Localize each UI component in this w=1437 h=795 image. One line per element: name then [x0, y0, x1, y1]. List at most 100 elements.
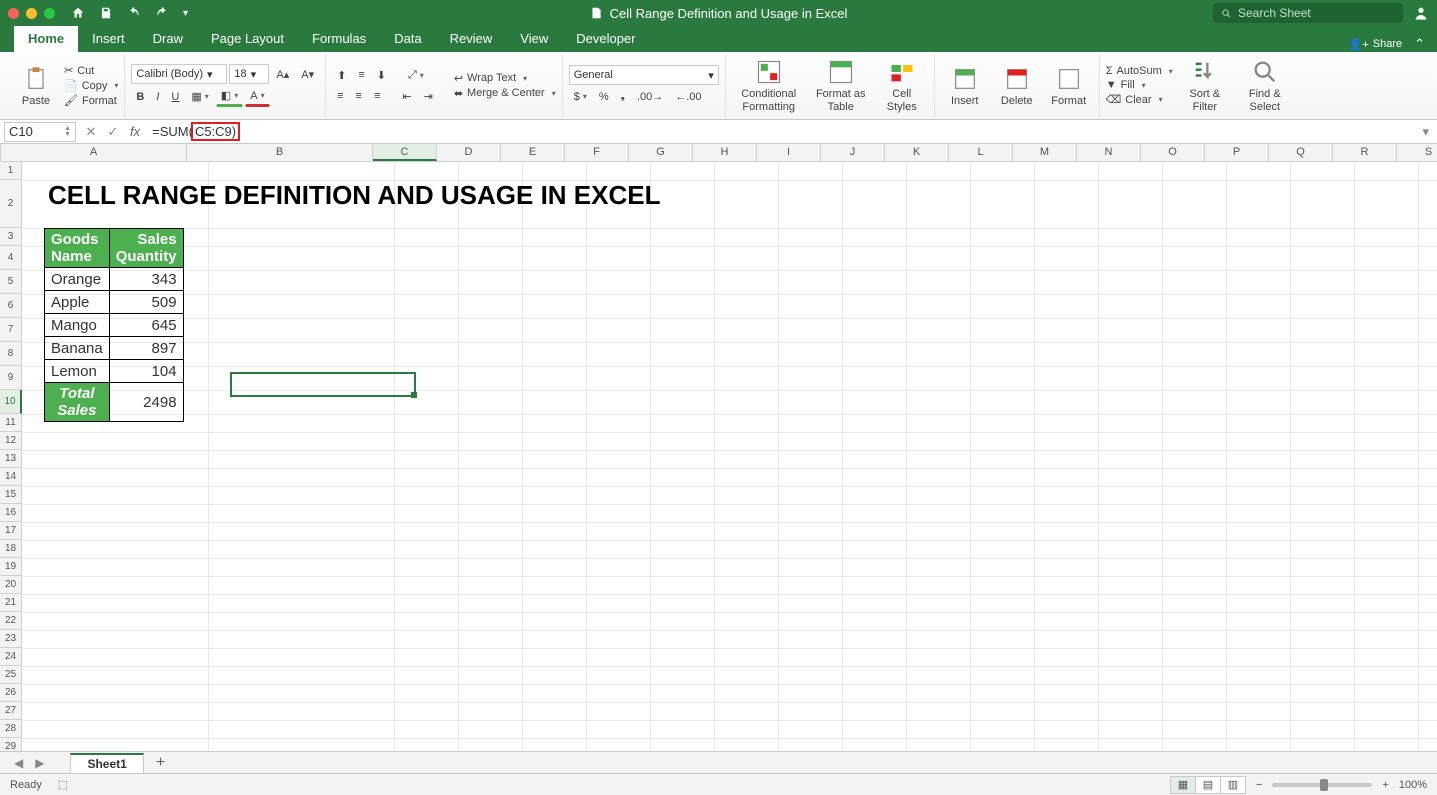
increase-indent-button[interactable]: ⇥ — [419, 87, 438, 106]
col-header-S[interactable]: S — [1397, 144, 1437, 161]
cancel-formula-icon[interactable]: ✕ — [80, 124, 102, 140]
bold-button[interactable]: B — [131, 88, 149, 106]
qty-cell[interactable]: 343 — [109, 268, 183, 291]
sheet-tab-active[interactable]: Sheet1 — [70, 753, 143, 773]
row-header-17[interactable]: 17 — [0, 522, 21, 540]
tab-page-layout[interactable]: Page Layout — [197, 26, 298, 52]
row-header-28[interactable]: 28 — [0, 720, 21, 738]
goods-cell[interactable]: Mango — [45, 314, 110, 337]
row-header-3[interactable]: 3 — [0, 228, 21, 246]
row-header-12[interactable]: 12 — [0, 432, 21, 450]
comma-button[interactable]: ❟ — [616, 87, 630, 106]
col-header-K[interactable]: K — [885, 144, 949, 161]
expand-formula-bar-icon[interactable]: ▾ — [1414, 124, 1437, 140]
copy-button[interactable]: 📄 Copy — [64, 79, 118, 92]
cell-styles-button[interactable]: Cell Styles — [876, 56, 928, 114]
row-header-25[interactable]: 25 — [0, 666, 21, 684]
col-header-I[interactable]: I — [757, 144, 821, 161]
sort-filter-button[interactable]: Sort & Filter — [1177, 56, 1233, 114]
col-header-A[interactable]: A — [1, 144, 187, 161]
tab-review[interactable]: Review — [436, 26, 507, 52]
zoom-in-icon[interactable]: + — [1382, 779, 1388, 791]
italic-button[interactable]: I — [151, 88, 164, 106]
goods-cell[interactable]: Banana — [45, 337, 110, 360]
close-window-icon[interactable] — [8, 8, 19, 19]
col-header-L[interactable]: L — [949, 144, 1013, 161]
currency-button[interactable]: $ — [569, 88, 592, 106]
next-sheet-icon[interactable]: ▶ — [29, 756, 50, 770]
row-header-6[interactable]: 6 — [0, 294, 21, 318]
row-header-1[interactable]: 1 — [0, 162, 21, 180]
col-header-D[interactable]: D — [437, 144, 501, 161]
row-header-24[interactable]: 24 — [0, 648, 21, 666]
row-header-2[interactable]: 2 — [0, 180, 21, 228]
qty-cell[interactable]: 645 — [109, 314, 183, 337]
redo-icon[interactable] — [155, 6, 169, 20]
macro-record-icon[interactable]: ⬚ — [58, 778, 68, 791]
col-header-O[interactable]: O — [1141, 144, 1205, 161]
minimize-window-icon[interactable] — [26, 8, 37, 19]
goods-cell[interactable]: Orange — [45, 268, 110, 291]
col-header-G[interactable]: G — [629, 144, 693, 161]
prev-sheet-icon[interactable]: ◀ — [8, 756, 29, 770]
row-header-29[interactable]: 29 — [0, 738, 21, 751]
row-header-23[interactable]: 23 — [0, 630, 21, 648]
find-select-button[interactable]: Find & Select — [1237, 56, 1293, 114]
formula-input[interactable]: =SUM(C5:C9) — [146, 122, 1414, 141]
format-as-table-button[interactable]: Format as Table — [810, 56, 872, 114]
cells-area[interactable]: CELL RANGE DEFINITION AND USAGE IN EXCEL… — [22, 162, 1437, 751]
row-header-27[interactable]: 27 — [0, 702, 21, 720]
merge-center-button[interactable]: ⬌ Merge & Center — [454, 87, 556, 100]
percent-button[interactable]: % — [594, 88, 614, 106]
zoom-out-icon[interactable]: − — [1256, 779, 1262, 791]
increase-decimal-button[interactable]: .00→ — [632, 88, 668, 106]
decrease-font-button[interactable]: A▾ — [296, 65, 319, 84]
tab-insert[interactable]: Insert — [78, 26, 139, 52]
col-header-Q[interactable]: Q — [1269, 144, 1333, 161]
row-header-5[interactable]: 5 — [0, 270, 21, 294]
row-header-22[interactable]: 22 — [0, 612, 21, 630]
align-center-button[interactable]: ≡ — [351, 87, 367, 105]
conditional-formatting-button[interactable]: Conditional Formatting — [732, 56, 806, 114]
maximize-window-icon[interactable] — [44, 8, 55, 19]
decrease-decimal-button[interactable]: ←.00 — [670, 88, 706, 106]
font-size-select[interactable]: 18 ▾ — [229, 64, 269, 84]
collapse-ribbon-icon[interactable]: ⌃ — [1414, 36, 1425, 52]
zoom-slider[interactable] — [1272, 783, 1372, 787]
row-header-11[interactable]: 11 — [0, 414, 21, 432]
goods-cell[interactable]: Lemon — [45, 360, 110, 383]
increase-font-button[interactable]: A▴ — [271, 65, 294, 84]
align-left-button[interactable]: ≡ — [332, 87, 348, 105]
align-middle-button[interactable]: ≡ — [353, 66, 369, 84]
row-header-16[interactable]: 16 — [0, 504, 21, 522]
decrease-indent-button[interactable]: ⇤ — [397, 87, 416, 106]
autosum-button[interactable]: Σ AutoSum — [1106, 65, 1173, 77]
tab-draw[interactable]: Draw — [139, 26, 197, 52]
undo-icon[interactable] — [127, 6, 141, 20]
row-header-14[interactable]: 14 — [0, 468, 21, 486]
tab-home[interactable]: Home — [14, 26, 78, 52]
qty-cell[interactable]: 104 — [109, 360, 183, 383]
qty-cell[interactable]: 509 — [109, 291, 183, 314]
wrap-text-button[interactable]: ↩ Wrap Text — [454, 72, 556, 85]
fx-icon[interactable]: fx — [130, 124, 140, 139]
col-header-E[interactable]: E — [501, 144, 565, 161]
fill-button[interactable]: ▼ Fill — [1106, 79, 1173, 91]
format-painter-button[interactable]: 🖌 Format — [64, 94, 118, 107]
underline-button[interactable]: U — [166, 88, 184, 106]
row-header-7[interactable]: 7 — [0, 318, 21, 342]
page-break-view-icon[interactable]: ▥ — [1220, 776, 1246, 794]
col-header-B[interactable]: B — [187, 144, 373, 161]
add-sheet-icon[interactable]: + — [156, 754, 165, 772]
col-header-M[interactable]: M — [1013, 144, 1077, 161]
row-header-13[interactable]: 13 — [0, 450, 21, 468]
qat-more-icon[interactable]: ▾ — [183, 8, 188, 19]
row-header-10[interactable]: 10 — [0, 390, 22, 414]
orientation-button[interactable]: ⤢ — [403, 66, 429, 85]
row-header-4[interactable]: 4 — [0, 246, 21, 270]
name-box[interactable]: C10 ▲▼ — [4, 122, 76, 142]
tab-formulas[interactable]: Formulas — [298, 26, 380, 52]
user-icon[interactable] — [1413, 5, 1429, 21]
row-header-15[interactable]: 15 — [0, 486, 21, 504]
border-button[interactable]: ▦ — [186, 87, 213, 106]
